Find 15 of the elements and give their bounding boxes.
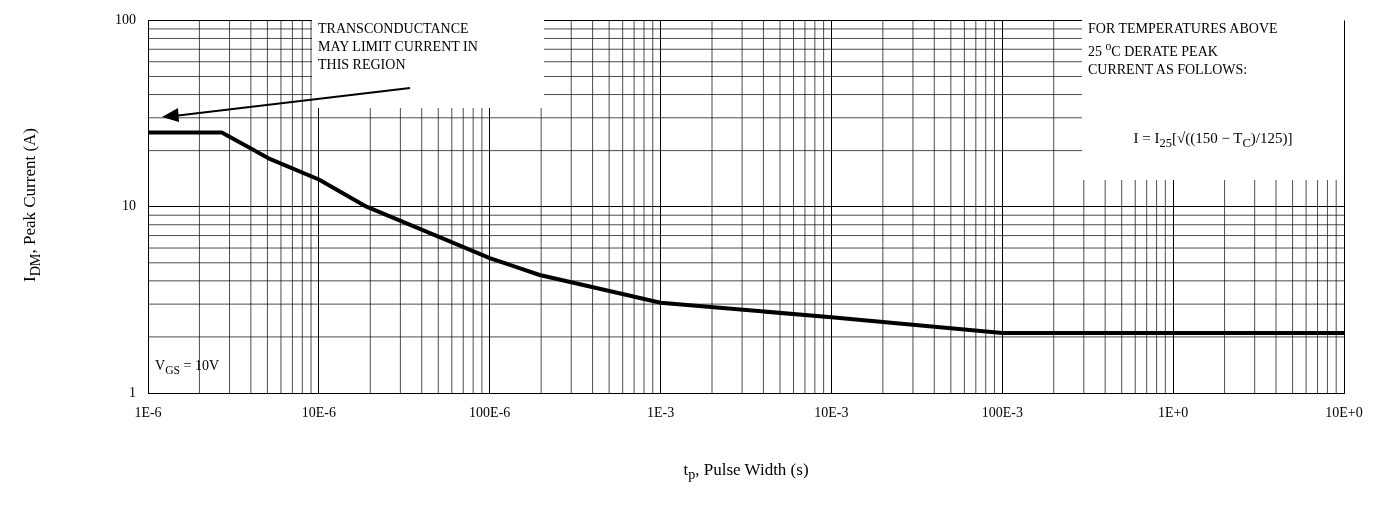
x-tick-label: 100E-6 — [469, 405, 511, 421]
y-tick-label: 1 — [129, 384, 136, 400]
annotation: TRANSCONDUCTANCE MAY LIMIT CURRENT IN THIS REGION — [318, 20, 479, 74]
y-tick-label: 100 — [115, 12, 136, 28]
x-tick-label: 1E-6 — [134, 405, 162, 421]
x-tick-label: 10E-3 — [814, 405, 849, 421]
x-axis-title: t$_{p}$, Pulse Width (s) — [682, 460, 810, 484]
x-tick-label: 100E-3 — [981, 405, 1023, 421]
y-tick-label: 10 — [122, 198, 136, 214]
x-tick-label: 10E-6 — [301, 405, 336, 421]
annotation: I = I$_{25}$[√((150 − T$_{C}$)/125)] — [1133, 128, 1293, 152]
x-tick-label: 1E+0 — [1157, 405, 1189, 421]
x-tick-label: 1E-3 — [646, 405, 675, 421]
annotation: FOR TEMPERATURES ABOVE 25 $^{o}$C DERATE PEAK CURRENT AS FOLLOWS: — [1088, 20, 1279, 79]
x-tick-label: 10E+0 — [1325, 405, 1363, 421]
